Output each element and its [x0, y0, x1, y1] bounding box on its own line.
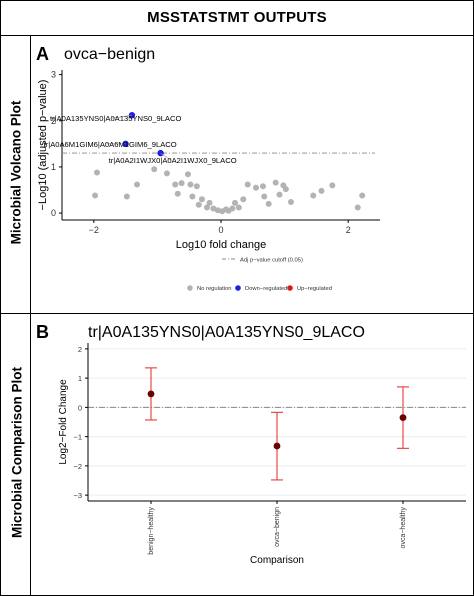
volcano-y-tick-label: 3	[51, 70, 56, 80]
volcano-point-no-regulation	[272, 179, 279, 186]
comparison-y-axis-label: Log2−Fold Change	[58, 379, 69, 465]
comparison-y-tick-label: −1	[73, 433, 82, 442]
volcano-point-no-regulation	[195, 201, 202, 208]
volcano-point-no-regulation	[92, 192, 99, 199]
volcano-point-no-regulation	[206, 199, 213, 206]
volcano-x-tick-label: −2	[89, 225, 99, 235]
volcano-point-no-regulation	[252, 184, 259, 191]
panel-divider	[0, 313, 474, 314]
volcano-point-no-regulation	[151, 166, 158, 173]
volcano-point-no-regulation	[198, 196, 205, 203]
volcano-plot: tr|A0A135YNS0|A0A135YNS0_9LACO tr|A0A6M1G…	[37, 70, 380, 292]
volcano-y-axis-label: −Log10 (adjusted p−value)	[37, 80, 49, 211]
errorbar-point	[399, 414, 407, 422]
volcano-point-no-regulation	[204, 204, 211, 211]
volcano-x-tick-label: 2	[346, 225, 351, 235]
volcano-point-no-regulation	[163, 170, 170, 177]
volcano-axis-text: −2 0 2 0 1 2 3 Log10 fold change −Log10 (adjuste…	[37, 70, 351, 251]
legend-label-0: No regulation	[197, 286, 231, 292]
legend-swatch-2	[287, 285, 293, 291]
volcano-annotation-label: tr|A0A2I1WJX0|A0A2I1WJX0_9LACO	[109, 156, 237, 165]
volcano-point-no-regulation	[93, 169, 100, 176]
comparison-x-axis-label: Comparison	[250, 555, 304, 566]
volcano-point-no-regulation	[189, 193, 196, 200]
comparison-axis-text: 2 1 0 −1 −2 −3 benign−healthy ovca−benign ovca−h…	[58, 345, 407, 566]
panel-a-letter: A	[36, 44, 49, 64]
volcano-point-no-regulation	[287, 199, 294, 205]
volcano-annotation-label: tr|A0A6M1GIM6|A0A6M1GIM6_9LACO	[44, 140, 177, 149]
comparison-x-tick-label: ovca−benign	[274, 507, 281, 547]
volcano-legend: Adj p−value cutoff (0.05) No regulation Do…	[187, 258, 332, 292]
volcano-x-axis-label: Log10 fold change	[176, 239, 267, 251]
comparison-y-tick-label: −3	[73, 491, 82, 500]
comparison-y-tick-label: 1	[78, 374, 82, 383]
volcano-point-no-regulation	[240, 196, 247, 203]
volcano-point-no-regulation	[359, 192, 366, 199]
volcano-point-down-regulated	[122, 140, 129, 148]
comparison-marks	[145, 367, 409, 481]
legend-label-2: Up−regulated	[297, 286, 332, 292]
volcano-point-no-regulation	[231, 199, 238, 206]
errorbar-point	[147, 390, 155, 398]
volcano-point-no-regulation	[174, 190, 181, 197]
legend-label-1: Down−regulated	[245, 286, 287, 292]
volcano-annotations: tr|A0A135YNS0|A0A135YNS0_9LACO tr|A0A6M1G…	[44, 114, 237, 165]
volcano-y-tick-label: 1	[51, 162, 56, 172]
volcano-y-tick-label: 2	[51, 116, 56, 126]
panel-a-title: ovca−benign	[64, 46, 156, 63]
volcano-point-no-regulation	[193, 183, 200, 190]
volcano-annotation-leader	[160, 152, 171, 161]
comparison-x-tick-label: benign−healthy	[148, 507, 155, 555]
volcano-point-no-regulation	[178, 180, 185, 187]
volcano-annotation-leader	[111, 114, 133, 119]
volcano-y-tick-label: 0	[51, 208, 56, 218]
comparison-x-tick-label: ovca−healthy	[400, 507, 407, 549]
volcano-point-no-regulation	[184, 171, 191, 178]
legend-swatch-0	[187, 285, 193, 291]
comparison-plot: 2 1 0 −1 −2 −3 benign−healthy ovca−benign ovca−h…	[58, 343, 466, 566]
page-title: MSSTATSTMT OUTPUTS	[147, 9, 327, 26]
side-label-divider	[30, 35, 31, 596]
volcano-point-no-regulation	[235, 204, 242, 211]
header-divider	[0, 35, 474, 36]
volcano-point-no-regulation	[310, 192, 317, 199]
volcano-point-no-regulation	[123, 193, 130, 200]
volcano-point-no-regulation	[172, 181, 179, 188]
comparison-y-tick-label: −2	[73, 462, 82, 471]
comparison-y-tick-label: 0	[78, 403, 82, 412]
errorbar-point	[273, 442, 281, 450]
volcano-point-no-regulation	[214, 207, 221, 214]
volcano-point-no-regulation	[265, 200, 272, 207]
volcano-x-tick-label: 0	[218, 225, 223, 235]
legend-cutoff-label: Adj p−value cutoff (0.05)	[240, 258, 303, 264]
panel-b-title: tr|A0A135YNS0|A0A135YNS0_9LACO	[88, 324, 365, 341]
comparison-y-tick-label: 2	[78, 345, 82, 354]
panel-b-letter: B	[36, 322, 49, 342]
volcano-point-no-regulation	[244, 181, 251, 188]
volcano-point-no-regulation	[261, 193, 268, 200]
volcano-point-no-regulation	[259, 183, 266, 190]
volcano-axes	[59, 70, 380, 223]
volcano-annotation-label: tr|A0A135YNS0|A0A135YNS0_9LACO	[50, 114, 182, 123]
volcano-point-no-regulation	[318, 187, 325, 194]
volcano-point-no-regulation	[329, 182, 336, 189]
volcano-point-no-regulation	[354, 204, 361, 211]
volcano-point-no-regulation	[187, 181, 194, 188]
volcano-point-no-regulation	[229, 205, 236, 212]
volcano-point-no-regulation	[280, 182, 287, 189]
volcano-point-no-regulation	[134, 181, 141, 188]
volcano-points	[92, 112, 366, 215]
volcano-point-no-regulation	[276, 191, 283, 198]
legend-swatch-1	[235, 285, 241, 291]
